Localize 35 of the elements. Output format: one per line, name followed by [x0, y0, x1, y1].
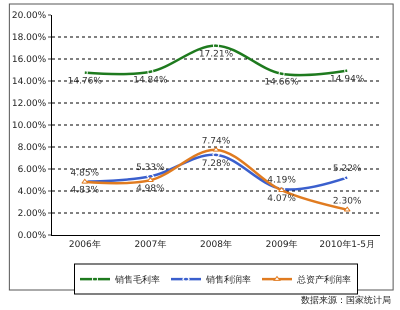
- x-tick-label: 2007年: [134, 238, 166, 250]
- legend-label: 总资产利润率: [296, 274, 351, 286]
- data-label: 14.76%: [68, 76, 102, 87]
- data-label: 7.74%: [202, 136, 231, 146]
- y-tick-label: 8.00%: [18, 143, 47, 154]
- data-label: 4.98%: [136, 184, 166, 194]
- y-tick-label: 12.00%: [12, 99, 47, 110]
- data-label: 17.21%: [198, 50, 234, 60]
- legend-label: 销售毛利率: [114, 274, 160, 286]
- data-label: 4.83%: [70, 186, 100, 196]
- y-tick-label: 6.00%: [18, 165, 47, 176]
- source-note: 数据来源：国家统计局: [301, 295, 391, 306]
- legend-label: 销售利润率: [205, 274, 251, 286]
- y-tick-label: 0.00%: [18, 231, 47, 242]
- y-tick-label: 2.00%: [18, 209, 47, 220]
- data-label: 4.07%: [267, 194, 296, 204]
- data-label: 14.84%: [133, 76, 168, 86]
- x-tick-label: 2008年: [200, 238, 232, 250]
- data-label: 2.30%: [332, 196, 362, 206]
- y-tick-label: 10.00%: [12, 121, 47, 132]
- y-tick-label: 16.00%: [12, 55, 47, 66]
- data-label: 14.94%: [330, 74, 365, 85]
- data-label: 5.33%: [136, 162, 166, 173]
- x-tick-label: 2006年: [68, 238, 101, 250]
- y-tick-label: 18.00%: [12, 33, 47, 44]
- data-label: 5.22%: [332, 164, 362, 174]
- y-tick-label: 20.00%: [12, 11, 47, 22]
- x-tick-label: 2009年: [266, 238, 298, 250]
- data-label: 14.66%: [264, 78, 300, 88]
- data-label: 4.85%: [70, 168, 100, 178]
- y-tick-label: 14.00%: [12, 77, 47, 88]
- y-tick-label: 4.00%: [18, 187, 47, 198]
- x-tick-label: 2010年1-5月: [319, 238, 376, 250]
- data-label: 4.19%: [267, 176, 296, 186]
- data-label: 7.28%: [202, 158, 231, 169]
